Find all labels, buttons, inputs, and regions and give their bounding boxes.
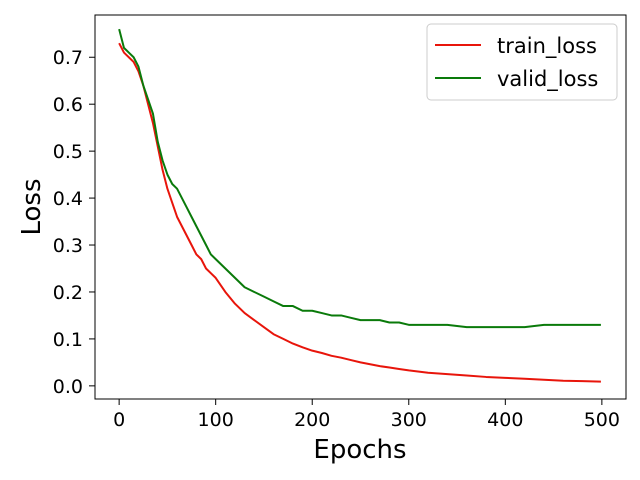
legend-label: valid_loss xyxy=(497,67,598,92)
y-axis: 0.0 0.1 0.2 0.3 0.4 0.5 0.6 0.7 xyxy=(53,47,95,398)
y-tick-label: 0.2 xyxy=(53,282,83,304)
y-tick-label: 0.3 xyxy=(53,235,83,257)
x-axis: 0 100 200 300 400 500 xyxy=(113,399,620,431)
x-tick-label: 400 xyxy=(487,409,523,431)
x-tick-label: 300 xyxy=(391,409,427,431)
y-tick-label: 0.7 xyxy=(53,47,83,69)
series-line-train-loss xyxy=(118,42,601,383)
y-tick-label: 0.5 xyxy=(53,141,83,163)
x-tick-label: 500 xyxy=(584,409,620,431)
series-layer xyxy=(118,28,601,383)
legend-box xyxy=(426,23,618,101)
x-tick-label: 0 xyxy=(113,409,125,431)
legend-label: train_loss xyxy=(497,34,597,59)
y-tick-label: 0.6 xyxy=(53,94,83,116)
legend: train_loss valid_loss xyxy=(426,23,618,101)
plot-frame xyxy=(94,14,627,400)
y-tick-label: 0.1 xyxy=(53,329,83,351)
x-tick-label: 200 xyxy=(294,409,330,431)
y-axis-label: Loss xyxy=(17,178,47,235)
x-tick-label: 100 xyxy=(198,409,234,431)
series-line-valid-loss xyxy=(118,28,601,329)
y-tick-label: 0.4 xyxy=(53,188,83,210)
y-tick-label: 0.0 xyxy=(53,376,83,398)
x-axis-label: Epochs xyxy=(313,435,406,465)
